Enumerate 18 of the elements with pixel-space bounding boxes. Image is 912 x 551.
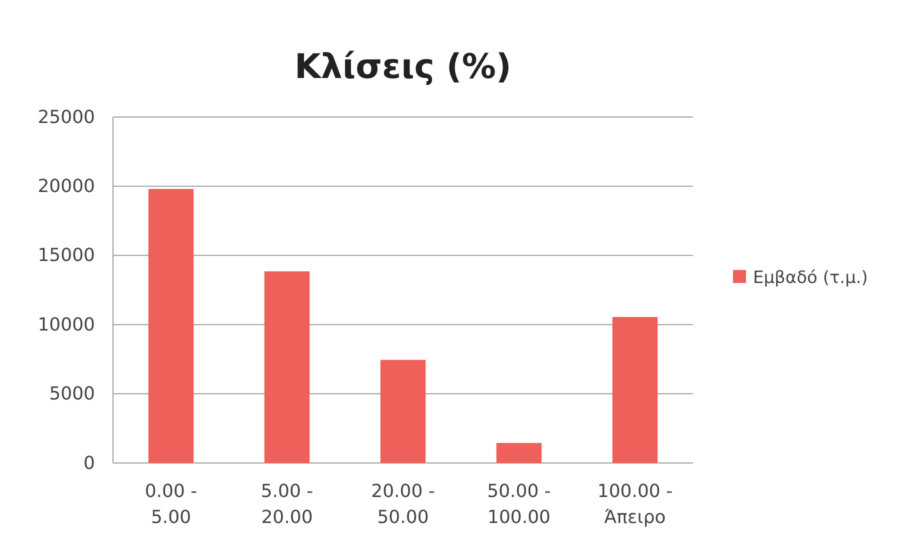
y-tick-label: 15000 <box>38 245 95 266</box>
y-tick-label: 20000 <box>38 176 95 197</box>
y-tick-label: 0 <box>84 452 95 474</box>
x-tick-label: 100.00 - Άπειρο <box>597 481 673 528</box>
x-tick-label: 50.00 - 100.00 <box>487 481 551 528</box>
bar <box>380 360 426 463</box>
y-tick-label: 25000 <box>38 106 95 128</box>
bar <box>148 188 194 463</box>
x-tick-label: 5.00 - 20.00 <box>260 481 314 528</box>
x-tick-label: 0.00 - 5.00 <box>144 481 198 528</box>
bar <box>496 442 542 463</box>
legend-label: Εμβαδό (τ.μ.) <box>753 268 868 288</box>
bar <box>612 316 658 463</box>
chart-title: Κλίσεις (%) <box>294 47 512 87</box>
x-tick-label: 20.00 - 50.00 <box>371 481 435 528</box>
bar <box>264 271 310 463</box>
y-tick-label: 5000 <box>49 384 95 405</box>
y-tick-label: 10000 <box>38 314 95 336</box>
